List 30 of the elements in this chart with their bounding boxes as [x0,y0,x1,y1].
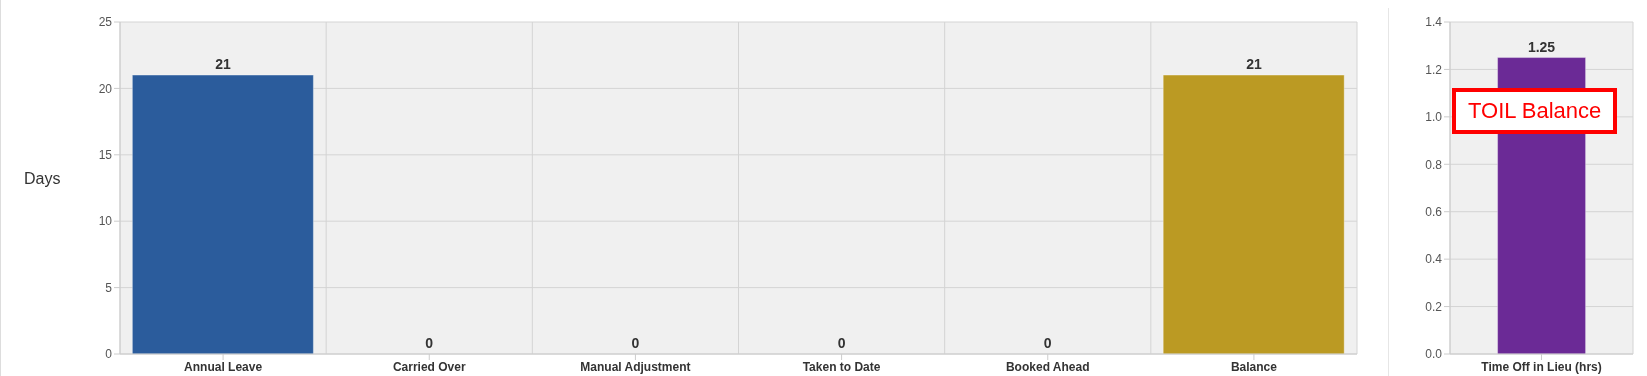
data-label: 0 [837,335,846,351]
y-tick-label: 15 [98,148,113,163]
x-tick-label: Balance [1230,359,1278,374]
x-tick-label: Time Off in Lieu (hrs) [1481,359,1602,374]
data-label: 1.25 [1527,38,1556,55]
y-tick-label: 5 [105,280,113,295]
y-axis-title: Days [24,170,61,188]
data-label: 21 [1246,56,1262,73]
x-tick-label: Taken to Date [802,359,881,374]
y-tick-label: 0.4 [1425,252,1443,267]
y-tick-label: 0.6 [1425,204,1443,219]
y-tick-label: 20 [98,81,113,96]
annotation: TOIL Balance [1452,88,1618,134]
y-tick-label: 10 [98,214,113,229]
y-tick-label: 1.0 [1425,110,1443,125]
y-tick-label: 1.4 [1425,15,1443,30]
data-label: 0 [1043,335,1052,351]
x-tick-label: Annual Leave [184,359,263,374]
y-tick-label: 0.0 [1425,347,1443,362]
y-tick-label: 25 [98,15,113,30]
data-label: 21 [215,56,232,73]
x-tick-label: Carried Over [392,359,466,374]
data-label: 0 [425,335,434,351]
data-label: 0 [631,335,640,351]
y-tick-label: 0.8 [1425,157,1443,172]
y-tick-label: 0.2 [1425,299,1443,314]
x-tick-label: Booked Ahead [1005,359,1090,374]
y-tick-label: 1.2 [1425,62,1443,77]
x-tick-label: Manual Adjustment [580,359,691,374]
y-tick-label: 0 [105,347,113,362]
